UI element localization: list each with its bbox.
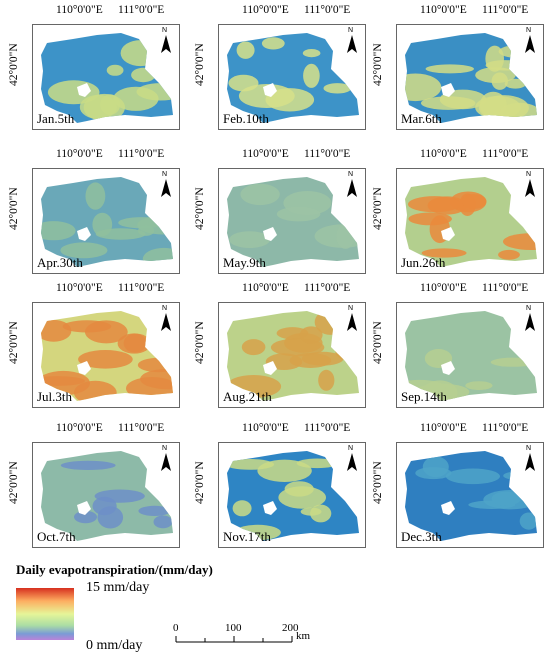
- latitude-label: 42°0'0"N: [8, 187, 20, 230]
- north-arrow-icon: N: [159, 27, 173, 55]
- panel-date-label: Jan.5th: [37, 111, 75, 126]
- scale-tick-100: 100: [225, 622, 242, 634]
- longitude-label: 111°0'0"E: [118, 422, 165, 434]
- panel-date-label: Sep.14th: [401, 389, 447, 404]
- map-panel: 110°0'0"E 111°0'0"E 42°0'0"N N Aug.21th: [194, 280, 366, 408]
- longitude-label: 110°0'0"E: [56, 422, 103, 434]
- north-arrow-icon: N: [345, 445, 359, 473]
- map-frame: N Jul.3th: [32, 302, 180, 408]
- scale-unit: km: [296, 630, 311, 642]
- longitude-label: 110°0'0"E: [420, 148, 467, 160]
- panel-date-label: Nov.17th: [223, 529, 271, 544]
- latitude-label: 42°0'0"N: [194, 321, 206, 364]
- map-frame: N Aug.21th: [218, 302, 366, 408]
- north-arrow-icon: N: [345, 305, 359, 333]
- latitude-label: 42°0'0"N: [194, 43, 206, 86]
- map-frame: N Nov.17th: [218, 442, 366, 548]
- scale-tick-200: 200: [282, 622, 299, 634]
- north-arrow-icon: N: [345, 27, 359, 55]
- map-panel: 110°0'0"E 111°0'0"E 42°0'0"N N Apr.30th: [8, 146, 180, 274]
- longitude-label: 110°0'0"E: [56, 148, 103, 160]
- latitude-label: 42°0'0"N: [194, 461, 206, 504]
- map-panel: 110°0'0"E 111°0'0"E 42°0'0"N N Sep.14th: [372, 280, 544, 408]
- map-panel: 110°0'0"E 111°0'0"E 42°0'0"N N Nov.17th: [194, 420, 366, 548]
- north-arrow-icon: N: [523, 445, 537, 473]
- map-frame: N Oct.7th: [32, 442, 180, 548]
- map-panel: 110°0'0"E 111°0'0"E 42°0'0"N N Mar.6th: [372, 2, 544, 130]
- north-arrow-icon: N: [523, 27, 537, 55]
- panel-date-label: Jul.3th: [37, 389, 73, 404]
- latitude-label: 42°0'0"N: [372, 321, 384, 364]
- longitude-label: 111°0'0"E: [482, 422, 529, 434]
- legend-min-label: 0 mm/day: [86, 638, 143, 653]
- map-frame: N Mar.6th: [396, 24, 544, 130]
- map-panel: 110°0'0"E 111°0'0"E 42°0'0"N N Jan.5th: [8, 2, 180, 130]
- longitude-label: 110°0'0"E: [56, 4, 103, 16]
- longitude-label: 110°0'0"E: [242, 148, 289, 160]
- latitude-label: 42°0'0"N: [372, 461, 384, 504]
- map-panel: 110°0'0"E 111°0'0"E 42°0'0"N N Jul.3th: [8, 280, 180, 408]
- north-arrow-icon: N: [159, 445, 173, 473]
- map-panel: 110°0'0"E 111°0'0"E 42°0'0"N N May.9th: [194, 146, 366, 274]
- map-frame: N Feb.10th: [218, 24, 366, 130]
- longitude-label: 111°0'0"E: [118, 148, 165, 160]
- panel-date-label: Aug.21th: [223, 389, 272, 404]
- longitude-label: 111°0'0"E: [482, 148, 529, 160]
- panel-date-label: Dec.3th: [401, 529, 442, 544]
- map-panel: 110°0'0"E 111°0'0"E 42°0'0"N N Oct.7th: [8, 420, 180, 548]
- longitude-label: 110°0'0"E: [242, 4, 289, 16]
- map-frame: N Apr.30th: [32, 168, 180, 274]
- map-panel: 110°0'0"E 111°0'0"E 42°0'0"N N Jun.26th: [372, 146, 544, 274]
- latitude-label: 42°0'0"N: [372, 43, 384, 86]
- panel-date-label: Apr.30th: [37, 255, 83, 270]
- longitude-label: 111°0'0"E: [304, 4, 351, 16]
- longitude-label: 111°0'0"E: [304, 282, 351, 294]
- longitude-label: 111°0'0"E: [482, 4, 529, 16]
- latitude-label: 42°0'0"N: [194, 187, 206, 230]
- map-frame: N Dec.3th: [396, 442, 544, 548]
- latitude-label: 42°0'0"N: [8, 321, 20, 364]
- panel-date-label: Jun.26th: [401, 255, 446, 270]
- longitude-label: 111°0'0"E: [118, 282, 165, 294]
- legend-title: Daily evapotranspiration/(mm/day): [16, 562, 213, 577]
- map-frame: N May.9th: [218, 168, 366, 274]
- scale-tick-0: 0: [173, 622, 179, 634]
- panel-date-label: Feb.10th: [223, 111, 269, 126]
- longitude-label: 110°0'0"E: [56, 282, 103, 294]
- north-arrow-icon: N: [159, 305, 173, 333]
- north-arrow-icon: N: [345, 171, 359, 199]
- legend-colorbar: [16, 588, 74, 640]
- panel-date-label: May.9th: [223, 255, 266, 270]
- longitude-label: 110°0'0"E: [420, 282, 467, 294]
- map-panel: 110°0'0"E 111°0'0"E 42°0'0"N N Dec.3th: [372, 420, 544, 548]
- longitude-label: 111°0'0"E: [118, 4, 165, 16]
- map-frame: N Sep.14th: [396, 302, 544, 408]
- north-arrow-icon: N: [523, 171, 537, 199]
- longitude-label: 111°0'0"E: [304, 422, 351, 434]
- north-arrow-icon: N: [159, 171, 173, 199]
- longitude-label: 110°0'0"E: [420, 422, 467, 434]
- latitude-label: 42°0'0"N: [372, 187, 384, 230]
- scale-bar: 0 100 200 km: [170, 622, 330, 652]
- map-frame: N Jan.5th: [32, 24, 180, 130]
- legend-max-label: 15 mm/day: [86, 580, 150, 595]
- map-frame: N Jun.26th: [396, 168, 544, 274]
- longitude-label: 111°0'0"E: [482, 282, 529, 294]
- map-panel: 110°0'0"E 111°0'0"E 42°0'0"N N Feb.10th: [194, 2, 366, 130]
- panel-date-label: Mar.6th: [401, 111, 442, 126]
- panel-date-label: Oct.7th: [37, 529, 76, 544]
- latitude-label: 42°0'0"N: [8, 461, 20, 504]
- longitude-label: 110°0'0"E: [242, 422, 289, 434]
- north-arrow-icon: N: [523, 305, 537, 333]
- longitude-label: 111°0'0"E: [304, 148, 351, 160]
- longitude-label: 110°0'0"E: [242, 282, 289, 294]
- latitude-label: 42°0'0"N: [8, 43, 20, 86]
- longitude-label: 110°0'0"E: [420, 4, 467, 16]
